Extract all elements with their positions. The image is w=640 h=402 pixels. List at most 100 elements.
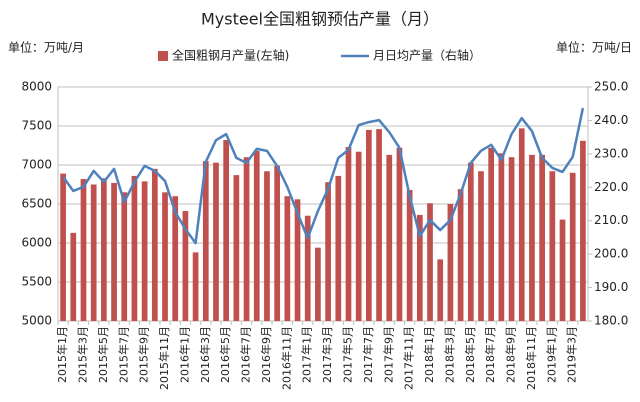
x-tick-label: 2017年1月 bbox=[300, 326, 314, 383]
y-tick-label: 5500 bbox=[21, 275, 52, 289]
bar bbox=[192, 252, 199, 321]
x-tick-label: 2015年11月 bbox=[157, 326, 171, 390]
bar bbox=[559, 219, 566, 321]
y-tick-label: 6500 bbox=[21, 197, 52, 211]
bar bbox=[457, 189, 464, 321]
y2-tick-label: 250.0 bbox=[594, 80, 628, 94]
x-tick-label: 2018年7月 bbox=[483, 326, 497, 383]
bar bbox=[498, 153, 505, 321]
bar bbox=[223, 140, 230, 321]
x-tick-label: 2015年7月 bbox=[116, 326, 130, 383]
bar bbox=[437, 259, 444, 321]
bar bbox=[396, 147, 403, 321]
bar bbox=[345, 147, 352, 321]
x-tick-label: 2017年7月 bbox=[361, 326, 375, 383]
bar bbox=[80, 179, 87, 321]
bar bbox=[366, 129, 372, 321]
bar bbox=[315, 247, 321, 321]
x-tick-label: 2015年1月 bbox=[55, 326, 69, 383]
x-tick-label: 2017年5月 bbox=[340, 326, 354, 383]
bar bbox=[233, 175, 240, 321]
bar bbox=[325, 182, 331, 321]
x-tick-label: 2016年9月 bbox=[259, 326, 273, 383]
bar bbox=[294, 199, 301, 321]
x-tick-label: 2017年3月 bbox=[320, 326, 334, 383]
bar bbox=[376, 129, 382, 321]
x-tick-label: 2017年9月 bbox=[381, 326, 395, 383]
bar bbox=[141, 181, 148, 321]
bar bbox=[182, 211, 189, 321]
y2-tick-label: 240.0 bbox=[594, 113, 628, 127]
y-tick-label: 5000 bbox=[21, 314, 52, 328]
x-tick-label: 2016年5月 bbox=[218, 326, 232, 383]
bar bbox=[274, 165, 280, 321]
bar bbox=[386, 154, 393, 321]
bar bbox=[60, 173, 66, 321]
bar bbox=[243, 157, 250, 321]
bar bbox=[478, 171, 484, 321]
bar bbox=[253, 150, 260, 321]
bar bbox=[355, 151, 362, 321]
y-tick-label: 6000 bbox=[21, 236, 52, 250]
bar bbox=[121, 192, 128, 321]
bar bbox=[467, 162, 474, 321]
y2-tick-label: 220.0 bbox=[594, 180, 628, 194]
bar bbox=[111, 182, 117, 321]
bar bbox=[151, 168, 158, 321]
bar bbox=[539, 154, 545, 321]
bar bbox=[90, 184, 97, 321]
bar bbox=[518, 128, 525, 321]
x-tick-label: 2016年1月 bbox=[177, 326, 191, 383]
y2-unit-label: 单位：万吨/日 bbox=[556, 40, 632, 55]
legend-swatch bbox=[158, 51, 168, 61]
bar bbox=[264, 171, 270, 321]
legend-label: 全国粗钢月产量(左轴) bbox=[172, 48, 289, 63]
bar bbox=[580, 140, 586, 321]
legend-label: 月日均产量（右轴） bbox=[373, 48, 481, 63]
y-tick-label: 8000 bbox=[21, 80, 52, 94]
y-unit-label: 单位：万吨/月 bbox=[8, 40, 84, 55]
x-tick-label: 2018年9月 bbox=[504, 326, 518, 383]
x-tick-label: 2018年3月 bbox=[442, 326, 456, 383]
bar bbox=[304, 215, 311, 321]
bar bbox=[427, 203, 433, 321]
bar bbox=[172, 196, 179, 321]
y2-tick-label: 180.0 bbox=[594, 314, 628, 328]
x-tick-label: 2018年5月 bbox=[463, 326, 477, 383]
bar bbox=[508, 157, 515, 321]
x-tick-label: 2016年7月 bbox=[239, 326, 253, 383]
x-tick-label: 2018年1月 bbox=[422, 326, 436, 383]
x-tick-label: 2015年9月 bbox=[137, 326, 151, 383]
bar bbox=[131, 175, 138, 321]
bar bbox=[406, 189, 413, 321]
bar bbox=[284, 196, 291, 321]
bar bbox=[162, 192, 168, 321]
chart-title: Mysteel全国粗钢预估产量（月） bbox=[201, 10, 439, 29]
y2-tick-label: 210.0 bbox=[594, 213, 628, 227]
x-tick-label: 2015年5月 bbox=[96, 326, 110, 383]
x-tick-label: 2019年3月 bbox=[565, 326, 579, 383]
x-tick-label: 2015年3月 bbox=[75, 326, 89, 383]
x-tick-label: 2016年3月 bbox=[198, 326, 212, 383]
bar bbox=[569, 172, 576, 321]
y2-tick-label: 230.0 bbox=[594, 146, 628, 160]
y2-tick-label: 190.0 bbox=[594, 280, 628, 294]
x-tick-label: 2019年1月 bbox=[544, 326, 558, 383]
x-tick-label: 2017年11月 bbox=[402, 326, 416, 390]
bar bbox=[335, 175, 342, 321]
y2-tick-label: 200.0 bbox=[594, 247, 628, 261]
bar bbox=[416, 214, 423, 321]
bar bbox=[488, 147, 495, 321]
bar bbox=[213, 162, 219, 321]
line bbox=[62, 107, 585, 245]
bar bbox=[447, 204, 454, 321]
bar bbox=[202, 161, 209, 321]
x-tick-label: 2018年11月 bbox=[524, 326, 538, 390]
bar bbox=[70, 232, 77, 321]
y-tick-label: 7000 bbox=[21, 158, 52, 172]
x-tick-label: 2016年11月 bbox=[279, 326, 293, 390]
bar bbox=[101, 178, 107, 321]
y-tick-label: 7500 bbox=[21, 119, 52, 133]
bar bbox=[529, 154, 535, 321]
